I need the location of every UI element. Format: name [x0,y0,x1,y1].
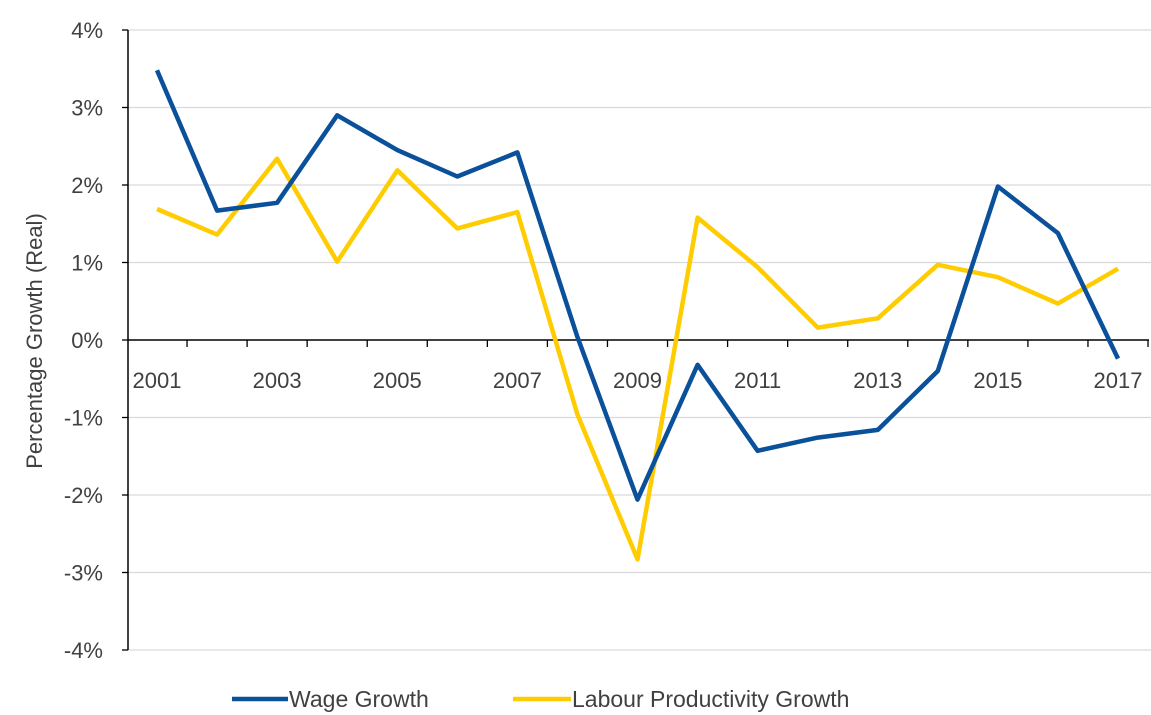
x-tick-label: 2009 [613,368,662,393]
legend-label: Labour Productivity Growth [572,686,849,712]
x-tick-label: 2001 [133,368,182,393]
y-axis-title: Percentage Growth (Real) [22,213,47,469]
y-tick-label: -1% [64,406,103,431]
y-tick-label: 3% [71,96,103,121]
y-tick-labels: 4% 3% 2% 1% 0% -1% -2% -3% -4% [64,18,103,663]
x-tick-label: 2011 [734,368,781,393]
y-tick-label: 0% [71,328,103,353]
series-line-labour-productivity-growth [156,156,1120,562]
y-tick-label: -4% [64,638,103,663]
x-tick-labels: 2001 2003 2005 2007 2009 2011 2013 2015 2017 [133,368,1143,393]
x-tick-label: 2013 [853,368,902,393]
legend-label: Wage Growth [289,686,429,712]
x-tick-label: 2015 [973,368,1022,393]
x-tick-label: 2007 [493,368,542,393]
legend: Wage Growth Labour Productivity Growth [232,686,849,712]
series-lines [154,69,1121,562]
y-tick-label: 2% [71,173,103,198]
axes [122,29,1149,651]
y-tick-label: -3% [64,561,103,586]
series-line-wage-growth [154,69,1121,502]
y-tick-label: 4% [71,18,103,43]
x-tick-label: 2003 [253,368,302,393]
x-tick-label: 2017 [1094,368,1143,393]
y-tick-label: -2% [64,483,103,508]
x-tick-label: 2005 [373,368,422,393]
y-tick-label: 1% [71,251,103,276]
